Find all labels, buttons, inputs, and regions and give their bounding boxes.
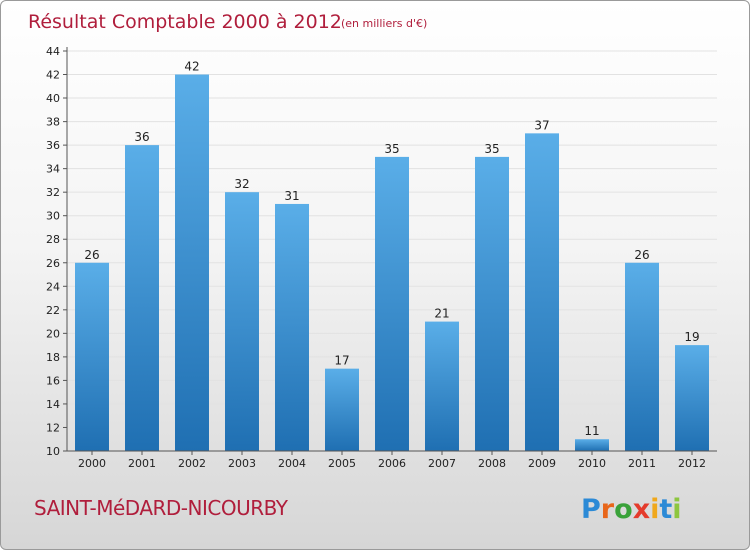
y-tick-label: 18 [46,351,60,364]
bar-2011 [625,262,659,451]
chart-subtitle: (en milliers d'€) [341,17,427,30]
y-tick-label: 10 [46,445,60,458]
y-tick-label: 12 [46,421,60,434]
bar-2004 [275,203,309,451]
bars [75,74,709,452]
x-tick-label-2008: 2008 [478,457,506,470]
y-tick-label: 44 [46,45,60,58]
bar-2010 [575,439,609,451]
y-tick-label: 38 [46,116,60,129]
bar-2000 [75,262,109,451]
commune-name: SAINT-MéDARD-NICOURBY [34,496,289,520]
y-tick-label: 20 [46,327,60,340]
bar-2009 [525,133,559,451]
data-label-2003: 32 [234,177,249,191]
y-tick-label: 30 [46,210,60,223]
data-label-2007: 21 [434,307,449,321]
data-label-2010: 11 [584,424,599,438]
data-label-2012: 19 [684,330,699,344]
y-tick-label: 32 [46,186,60,199]
data-label-2008: 35 [484,142,499,156]
data-label-2009: 37 [534,118,549,132]
x-tick-label-2010: 2010 [578,457,606,470]
bar-2008 [475,156,509,451]
x-tick-label-2006: 2006 [378,457,406,470]
y-tick-label: 40 [46,92,60,105]
axes [63,47,717,455]
x-tick-label-2005: 2005 [328,457,356,470]
logo-letter: P [581,494,601,525]
bar-2002 [175,74,209,451]
y-tick-label: 26 [46,257,60,270]
x-tick-label-2001: 2001 [128,457,156,470]
logo-letter: x [633,494,650,525]
y-tick-label: 28 [46,233,60,246]
bar-2001 [125,145,159,451]
data-label-2005: 17 [334,354,349,368]
logo-letter: t [659,494,672,525]
x-tick-label-2003: 2003 [228,457,256,470]
x-tick-label-2012: 2012 [678,457,706,470]
y-tick-label: 24 [46,280,60,293]
chart-title: Résultat Comptable 2000 à 2012 [28,11,342,33]
data-label-2004: 31 [284,189,299,203]
labels: 10 12 14 16 18 20 22 24 26 28 30 32 34 36 38 40 42 44 26 20… [46,45,706,470]
bar-2007 [425,321,459,451]
y-tick-label: 22 [46,304,60,317]
y-tick-label: 42 [46,69,60,82]
bar-2005 [325,368,359,451]
x-tick-label-2009: 2009 [528,457,556,470]
x-tick-label-2007: 2007 [428,457,456,470]
logo-letter: o [614,494,633,525]
x-tick-label-2011: 2011 [628,457,656,470]
y-tick-label: 14 [46,398,60,411]
x-tick-label-2000: 2000 [78,457,106,470]
proxiti-logo: Proxiti [581,494,682,525]
data-label-2001: 36 [134,130,149,144]
data-label-2000: 26 [84,248,99,262]
y-tick-label: 34 [46,163,60,176]
bar-2003 [225,192,259,452]
x-tick-label-2002: 2002 [178,457,206,470]
y-tick-label: 36 [46,139,60,152]
data-label-2011: 26 [634,248,649,262]
data-label-2002: 42 [184,60,199,74]
bar-2006 [375,156,409,451]
y-tick-label: 16 [46,374,60,387]
bar-2012 [675,345,709,451]
data-label-2006: 35 [384,142,399,156]
x-tick-label-2004: 2004 [278,457,306,470]
logo-letter: i [672,494,681,525]
logo-letter: i [650,494,659,525]
logo-letter: r [601,494,615,525]
